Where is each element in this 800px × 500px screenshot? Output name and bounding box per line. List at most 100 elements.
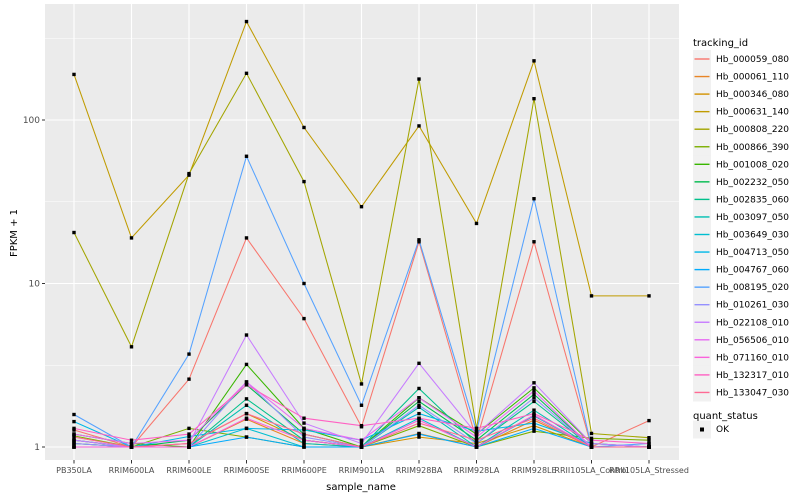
data-point bbox=[359, 204, 364, 209]
legend-label-Hb_071160_010: Hb_071160_010 bbox=[716, 353, 789, 363]
data-point bbox=[417, 240, 421, 244]
data-point bbox=[187, 432, 191, 436]
data-point bbox=[589, 445, 594, 449]
data-point bbox=[302, 441, 306, 446]
data-point bbox=[474, 438, 479, 442]
data-point bbox=[532, 421, 536, 425]
data-point bbox=[187, 441, 191, 446]
y-axis-title: FPKM + 1 bbox=[9, 209, 20, 257]
data-point bbox=[474, 221, 479, 226]
legend-quant-status-ok-label: OK bbox=[716, 425, 730, 435]
data-point bbox=[72, 445, 76, 449]
data-point bbox=[244, 397, 249, 401]
legend-label-Hb_000808_220: Hb_000808_220 bbox=[716, 125, 789, 135]
legend-label-Hb_003097_050: Hb_003097_050 bbox=[716, 213, 789, 223]
legend-label-Hb_004713_050: Hb_004713_050 bbox=[716, 248, 789, 258]
data-point bbox=[129, 345, 134, 349]
data-point bbox=[302, 316, 306, 321]
data-point bbox=[474, 445, 479, 449]
data-point bbox=[302, 435, 306, 439]
data-point bbox=[474, 441, 479, 446]
data-point bbox=[187, 377, 191, 381]
data-point bbox=[532, 96, 536, 101]
data-point bbox=[72, 230, 76, 235]
data-point bbox=[532, 426, 536, 431]
data-point bbox=[359, 441, 364, 446]
data-point bbox=[359, 403, 364, 407]
x-axis-title: sample_name bbox=[326, 482, 396, 493]
data-point bbox=[417, 361, 421, 366]
data-point bbox=[72, 426, 76, 431]
legend-label-Hb_000059_080: Hb_000059_080 bbox=[716, 55, 789, 65]
legend-label-Hb_000631_140: Hb_000631_140 bbox=[716, 108, 789, 118]
x-tick-label: RRIM600LA bbox=[109, 466, 155, 475]
data-point bbox=[244, 71, 249, 76]
data-point bbox=[244, 403, 249, 407]
legend-label-Hb_001008_020: Hb_001008_020 bbox=[716, 160, 789, 170]
data-point bbox=[417, 418, 421, 422]
legend-label-Hb_002232_050: Hb_002232_050 bbox=[716, 178, 789, 188]
data-point bbox=[187, 171, 191, 176]
data-point bbox=[474, 426, 479, 431]
legend-title-tracking-id: tracking_id bbox=[693, 38, 748, 49]
data-point bbox=[417, 432, 421, 436]
data-point bbox=[244, 383, 249, 387]
legend-key-square-ok bbox=[700, 427, 704, 432]
data-point bbox=[187, 352, 191, 356]
data-point bbox=[302, 125, 306, 130]
data-point bbox=[532, 399, 536, 404]
legend-label-Hb_000866_390: Hb_000866_390 bbox=[716, 143, 789, 153]
data-point bbox=[302, 416, 306, 420]
data-point bbox=[417, 421, 421, 425]
data-point bbox=[359, 382, 364, 386]
data-point bbox=[244, 333, 249, 337]
data-point bbox=[532, 423, 536, 428]
data-point bbox=[474, 432, 479, 436]
data-point bbox=[72, 441, 76, 446]
x-tick-label: RRIM901LA bbox=[339, 466, 385, 475]
data-point bbox=[359, 423, 364, 428]
legend-label-Hb_133047_030: Hb_133047_030 bbox=[716, 388, 789, 398]
x-tick-label: RRII105LA_Stressed bbox=[609, 466, 689, 475]
data-point bbox=[532, 386, 536, 390]
data-point bbox=[532, 408, 536, 412]
data-point bbox=[647, 438, 651, 442]
legend-label-Hb_022108_010: Hb_022108_010 bbox=[716, 318, 789, 328]
data-point bbox=[72, 412, 76, 417]
data-point bbox=[417, 423, 421, 428]
data-point bbox=[129, 445, 134, 449]
data-point bbox=[187, 426, 191, 431]
data-point bbox=[302, 179, 306, 184]
data-point bbox=[72, 72, 76, 77]
data-point bbox=[647, 445, 651, 449]
data-point bbox=[417, 416, 421, 420]
y-tick-label: 1 bbox=[34, 443, 40, 453]
data-point bbox=[72, 432, 76, 436]
data-point bbox=[244, 416, 249, 420]
data-point bbox=[589, 294, 594, 298]
data-point bbox=[244, 426, 249, 431]
data-point bbox=[647, 418, 651, 423]
legend-title-quant-status: quant_status bbox=[693, 411, 758, 422]
data-point bbox=[647, 435, 651, 440]
data-point bbox=[532, 411, 536, 416]
legend-label-Hb_010261_030: Hb_010261_030 bbox=[716, 301, 789, 311]
legend-label-Hb_000061_110: Hb_000061_110 bbox=[716, 73, 789, 83]
y-tick-label: 100 bbox=[23, 116, 40, 126]
data-point bbox=[417, 396, 421, 400]
legend-label-Hb_008195_020: Hb_008195_020 bbox=[716, 283, 789, 293]
data-point bbox=[474, 435, 479, 439]
x-tick-label: RRIM928BA bbox=[396, 466, 443, 475]
x-tick-label: RRIM600LE bbox=[166, 466, 211, 475]
data-point bbox=[474, 429, 479, 433]
data-point bbox=[532, 389, 536, 393]
x-tick-label: RRIM928LA bbox=[454, 466, 500, 475]
data-point bbox=[417, 124, 421, 128]
data-point bbox=[187, 445, 191, 449]
data-point bbox=[417, 411, 421, 416]
legend-label-Hb_004767_060: Hb_004767_060 bbox=[716, 266, 789, 276]
data-point bbox=[244, 380, 249, 384]
y-tick-label: 10 bbox=[29, 280, 41, 290]
